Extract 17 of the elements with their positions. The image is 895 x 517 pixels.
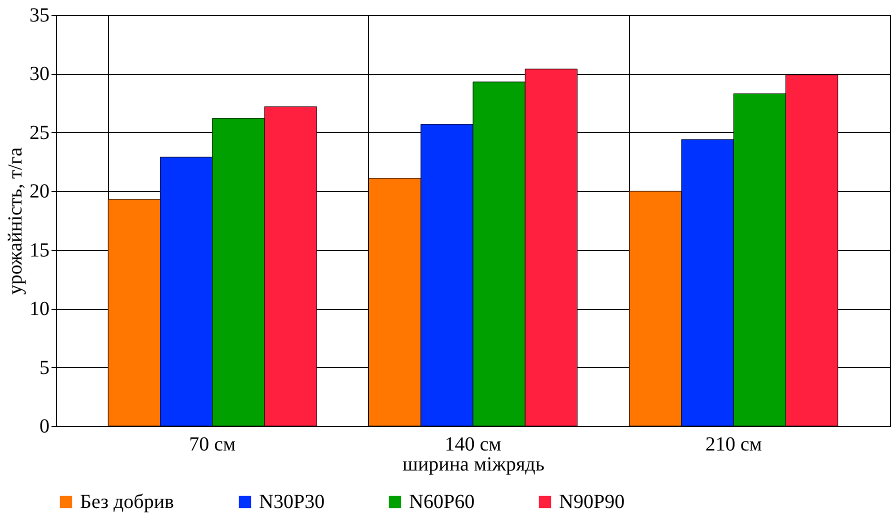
legend-label: Без добрив <box>80 491 174 513</box>
y-tick-label: 5 <box>40 356 50 379</box>
legend-label: N60P60 <box>409 491 475 513</box>
x-tick-label: 140 см <box>444 434 502 456</box>
y-tick-label: 0 <box>40 416 50 438</box>
y-axis-title: урожайність, т/га <box>4 147 26 295</box>
y-tick-label: 20 <box>30 180 50 203</box>
y-tick-label: 35 <box>30 4 50 26</box>
y-tick-label: 25 <box>30 122 50 144</box>
x-tick-label: 70 см <box>189 434 236 456</box>
x-axis-title: ширина міжрядь <box>402 454 544 476</box>
legend-label: N90P90 <box>559 491 625 513</box>
y-tick-label: 30 <box>30 63 50 86</box>
x-tick-label: 210 см <box>705 434 762 456</box>
y-tick-label: 10 <box>30 298 50 320</box>
legend-label: N30P30 <box>259 491 325 513</box>
y-tick-label: 15 <box>30 239 50 262</box>
